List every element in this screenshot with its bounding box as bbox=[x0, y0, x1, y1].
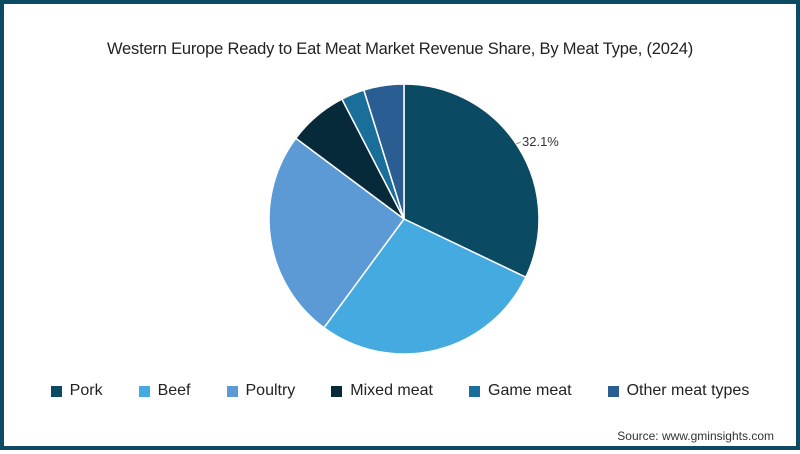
legend-label: Game meat bbox=[488, 382, 572, 399]
legend-swatch-beef bbox=[138, 385, 150, 397]
source-note: Source: www.gminsights.com bbox=[617, 429, 774, 443]
pie-slice-other-meat-types bbox=[362, 83, 405, 220]
legend-label: Pork bbox=[69, 382, 103, 399]
legend-label: Other meat types bbox=[626, 382, 750, 399]
pie-slice-pork bbox=[403, 83, 540, 279]
data-label-leader bbox=[515, 141, 522, 145]
pie-slice-beef bbox=[322, 218, 527, 355]
legend-swatch-poultry bbox=[226, 385, 238, 397]
legend-item-beef: Beef bbox=[138, 382, 191, 400]
chart-title: Western Europe Ready to Eat Meat Market … bbox=[106, 40, 694, 58]
legend-swatch-other-meat-types bbox=[607, 385, 619, 397]
legend-label: Poultry bbox=[245, 382, 296, 399]
pie-chart: 32.1% bbox=[268, 83, 559, 355]
legend-item-poultry: Poultry bbox=[226, 382, 296, 400]
legend-label: Mixed meat bbox=[350, 382, 433, 399]
legend-item-pork: Pork bbox=[50, 382, 103, 400]
pie-slice-poultry bbox=[268, 137, 406, 329]
legend: Pork Beef Poultry Mixed meat Game meat O… bbox=[4, 382, 796, 400]
legend-item-game-meat: Game meat bbox=[469, 382, 572, 400]
data-label-pork: 32.1% bbox=[522, 134, 559, 149]
legend-swatch-mixed-meat bbox=[331, 385, 343, 397]
legend-swatch-pork bbox=[50, 385, 62, 397]
legend-item-other-meat-types: Other meat types bbox=[607, 382, 750, 400]
legend-label: Beef bbox=[157, 382, 191, 399]
legend-item-mixed-meat: Mixed meat bbox=[331, 382, 433, 400]
legend-swatch-game-meat bbox=[469, 385, 480, 397]
